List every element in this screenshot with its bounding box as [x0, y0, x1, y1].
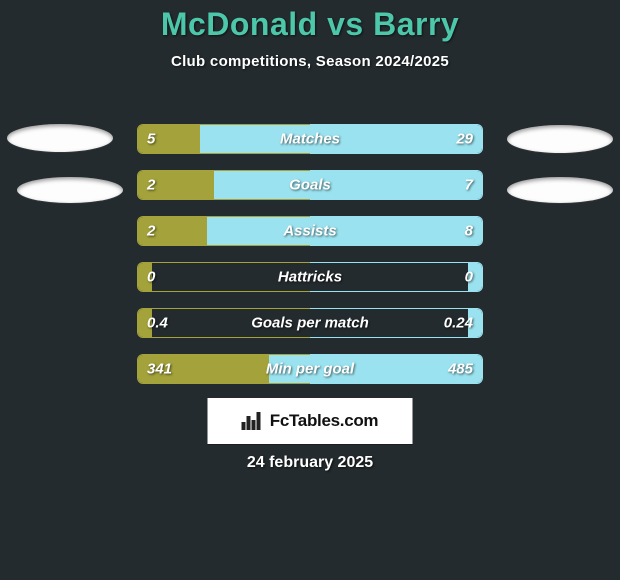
footer-date: 24 february 2025	[0, 454, 620, 472]
player1-photo-placeholder	[7, 124, 113, 152]
player2-club-placeholder	[507, 177, 613, 203]
comparison-title: McDonald vs Barry	[0, 0, 620, 43]
stat-label: Assists	[137, 223, 483, 240]
player2-name: Barry	[373, 6, 459, 42]
player1-name: McDonald	[161, 6, 318, 42]
brand-bar[interactable]: FcTables.com	[208, 398, 413, 444]
player1-club-placeholder	[17, 177, 123, 203]
stat-row: 529Matches	[137, 124, 483, 154]
stat-row: 28Assists	[137, 216, 483, 246]
stat-row: 341485Min per goal	[137, 354, 483, 384]
stat-label: Hattricks	[137, 269, 483, 286]
stat-label: Min per goal	[137, 361, 483, 378]
subtitle: Club competitions, Season 2024/2025	[0, 53, 620, 70]
stat-label: Matches	[137, 131, 483, 148]
stats-bars: 529Matches 27Goals 28Assists 00Hattricks 0.4…	[137, 124, 483, 400]
player2-photo-placeholder	[507, 125, 613, 153]
brand-text: FcTables.com	[270, 411, 379, 431]
stat-row: 27Goals	[137, 170, 483, 200]
stat-label: Goals per match	[137, 315, 483, 332]
stat-label: Goals	[137, 177, 483, 194]
stat-row: 0.40.24Goals per match	[137, 308, 483, 338]
versus-label: vs	[327, 6, 364, 42]
stat-row: 00Hattricks	[137, 262, 483, 292]
brand-chart-icon	[242, 412, 264, 430]
